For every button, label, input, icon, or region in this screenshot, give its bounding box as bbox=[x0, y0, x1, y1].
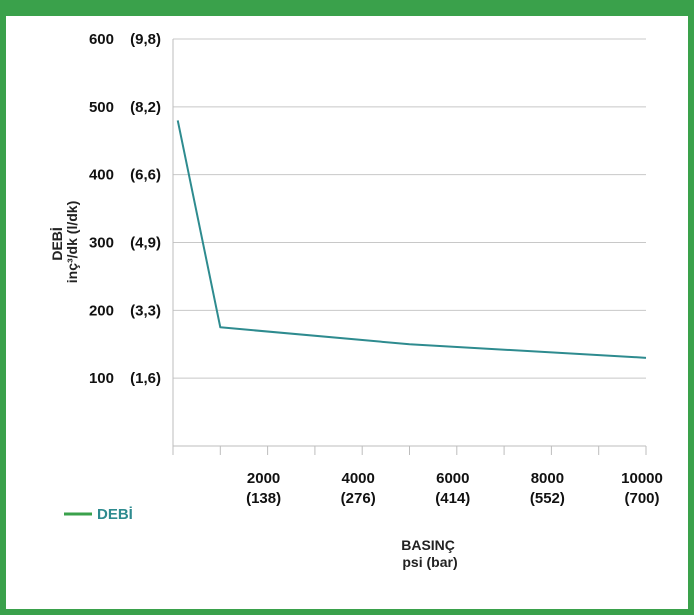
y-tick-labels: 100 (1,6) 200 (3,3) 300 (4,9) 400 (6,6) 500 (8,2)… bbox=[89, 31, 161, 387]
x-tick-label-4: 10000 bbox=[621, 470, 663, 487]
x-tick-label-0: 2000 bbox=[247, 470, 280, 487]
y-tick-sublabel-2: (4,9) bbox=[130, 235, 161, 252]
y-tick-label-3: 400 bbox=[89, 167, 114, 184]
y-axis-title: DEBİ inç³/dk (l/dk) bbox=[49, 201, 80, 283]
y-tick-sublabel-0: (1,6) bbox=[130, 370, 161, 387]
x-tick-label-1: 4000 bbox=[342, 470, 375, 487]
x-tick-sublabel-0: (138) bbox=[246, 490, 281, 507]
y-tick-label-2: 300 bbox=[89, 235, 114, 252]
x-tick-label-2: 6000 bbox=[436, 470, 469, 487]
x-tick-sublabel-2: (414) bbox=[435, 490, 470, 507]
x-tick-sublabel-1: (276) bbox=[341, 490, 376, 507]
y-tick-sublabel-1: (3,3) bbox=[130, 302, 161, 319]
y-tick-sublabel-3: (6,6) bbox=[130, 167, 161, 184]
y-tick-label-0: 100 bbox=[89, 370, 114, 387]
series-line-0 bbox=[176, 120, 647, 359]
x-tick-label-3: 8000 bbox=[531, 470, 564, 487]
legend-label: DEBİ bbox=[97, 506, 133, 523]
x-tick-labels: 2000 (138) 4000 (276) 6000 (414) 8000 (552) 1000… bbox=[246, 470, 663, 507]
y-tick-label-1: 200 bbox=[89, 302, 114, 319]
x-axis-title: BASINÇ psi (bar) bbox=[401, 537, 459, 570]
y-tick-sublabel-5: (9,8) bbox=[130, 31, 161, 48]
axes bbox=[172, 39, 647, 455]
x-tick-sublabel-4: (700) bbox=[624, 490, 659, 507]
y-tick-sublabel-4: (8,2) bbox=[130, 99, 161, 116]
legend: DEBİ bbox=[64, 506, 133, 523]
x-tick-sublabel-3: (552) bbox=[530, 490, 565, 507]
y-tick-label-5: 600 bbox=[89, 31, 114, 48]
y-tick-label-4: 500 bbox=[89, 99, 114, 116]
gridlines bbox=[173, 38, 646, 379]
series-lines bbox=[176, 120, 647, 359]
